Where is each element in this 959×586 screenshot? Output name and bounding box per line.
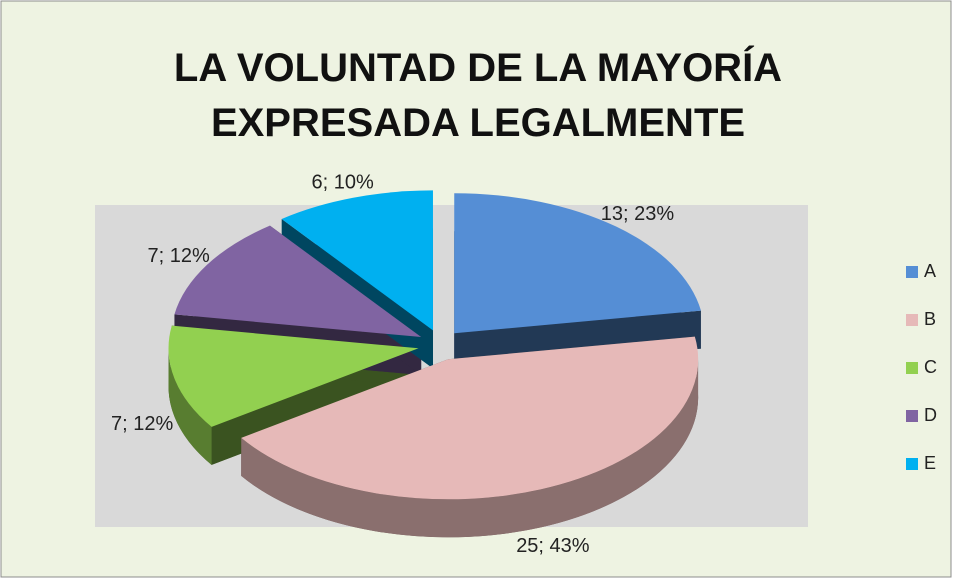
- slice: [241, 336, 699, 500]
- slice: [174, 225, 422, 338]
- slice: [281, 190, 433, 331]
- legend-swatch: [906, 266, 918, 278]
- slice: [168, 325, 419, 427]
- slice-side: [168, 348, 212, 465]
- data-label: 7; 12%: [148, 245, 210, 267]
- legend-label: C: [924, 357, 937, 377]
- slice-side: [241, 359, 699, 538]
- data-label: 13; 23%: [601, 203, 675, 225]
- legend-swatch: [906, 314, 918, 326]
- data-label: 6; 10%: [311, 171, 373, 193]
- data-label: 25; 43%: [516, 535, 590, 557]
- legend-label: B: [924, 309, 936, 329]
- legend-swatch: [906, 410, 918, 422]
- legend-label: A: [924, 261, 936, 281]
- legend-swatch: [906, 362, 918, 374]
- legend-label: D: [924, 405, 937, 425]
- data-label: 7; 12%: [111, 413, 173, 435]
- chart-title: LA VOLUNTAD DE LA MAYORÍA EXPRESADA LEGAL…: [174, 45, 782, 145]
- slice: [454, 193, 701, 334]
- legend-swatch: [906, 458, 918, 470]
- legend-label: E: [924, 453, 936, 473]
